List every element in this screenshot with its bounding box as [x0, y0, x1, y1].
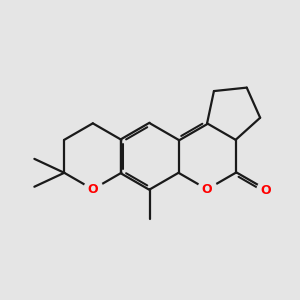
Text: O: O	[202, 183, 212, 196]
Text: O: O	[88, 183, 98, 196]
Text: O: O	[260, 184, 271, 196]
